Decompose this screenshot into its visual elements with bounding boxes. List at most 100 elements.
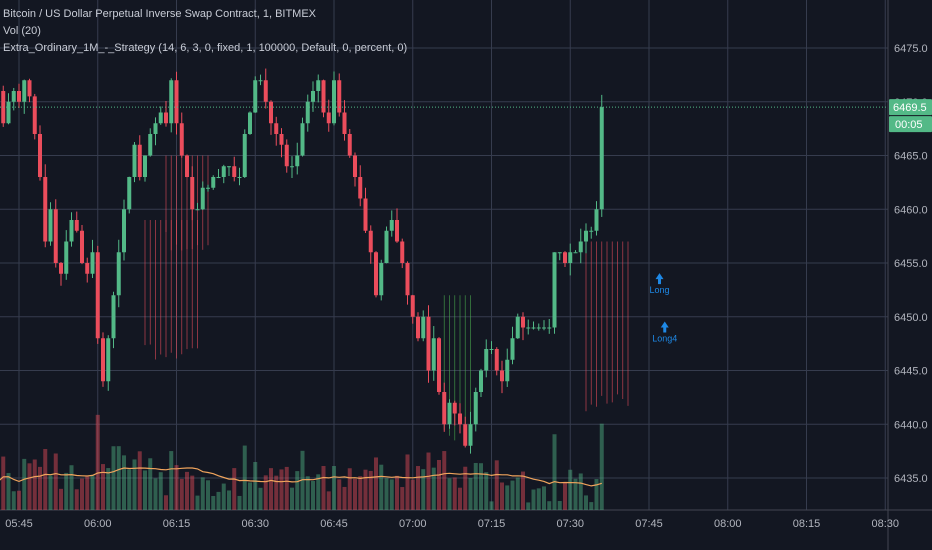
time-tick-label: 06:30: [241, 518, 269, 530]
volume-bar: [563, 483, 567, 510]
volume-bar: [237, 495, 242, 510]
volume-bar: [305, 476, 310, 510]
volume-bar: [17, 490, 21, 510]
time-tick-label: 06:15: [163, 518, 191, 530]
time-tick-label: 07:30: [556, 518, 584, 530]
volume-bar: [416, 466, 420, 510]
candlestick-series: [1, 68, 604, 454]
volume-bar: [290, 487, 294, 510]
volume-bar: [347, 468, 352, 510]
candle-body: [158, 112, 163, 124]
volume-bar: [505, 485, 510, 510]
long-arrow-icon: [655, 273, 664, 285]
price-tick-label: 6435.0: [894, 473, 928, 485]
volume-bar: [400, 487, 405, 510]
candle-body: [536, 327, 541, 329]
volume-bar: [494, 460, 499, 510]
candle-body: [305, 101, 310, 124]
time-tick-label: 06:00: [84, 518, 112, 530]
volume-bar: [573, 478, 578, 510]
volume-bar: [164, 495, 168, 510]
candle-body: [500, 370, 504, 382]
volume-bar: [584, 495, 588, 510]
candle-body: [468, 424, 473, 446]
candle-body: [400, 241, 405, 263]
candle-body: [269, 101, 273, 124]
candle-body: [90, 252, 95, 274]
volume-bar: [227, 490, 231, 510]
volume-bar: [48, 475, 53, 510]
candle-body: [48, 209, 53, 242]
volume-bar: [101, 464, 105, 510]
volume-bar: [111, 446, 116, 510]
volume-bar: [137, 451, 142, 510]
candle-body: [59, 263, 63, 274]
time-tick-label: 05:45: [5, 518, 33, 530]
candle-body: [353, 155, 357, 177]
volume-bar: [484, 472, 489, 510]
volume-bar: [27, 463, 32, 510]
volume-bar: [253, 461, 258, 510]
candle-body: [489, 349, 494, 350]
volume-bar: [353, 478, 357, 510]
volume-bar: [22, 458, 27, 510]
volume-bar: [295, 471, 300, 510]
candle-body: [274, 123, 279, 134]
volume-bar: [384, 478, 389, 510]
candle-body: [101, 338, 105, 382]
strategy-indicator-title[interactable]: Extra_Ordinary_1M_-_Strategy (14, 6, 3, …: [3, 42, 408, 54]
volume-bar: [479, 463, 483, 510]
candle-body: [521, 316, 525, 328]
volume-bar: [148, 458, 153, 510]
volume-bar: [185, 471, 189, 510]
candle-body: [552, 252, 557, 328]
volume-bar: [263, 475, 268, 510]
candle-body: [11, 91, 16, 102]
candle-body: [111, 295, 116, 339]
time-axis[interactable]: 05:45 06:00 06:15 06:30 06:45 07:00 07:15 07:30…: [5, 518, 932, 530]
candle-body: [38, 134, 42, 177]
volume-bar: [221, 483, 226, 510]
volume-moving-average: [0, 467, 602, 487]
candle-body: [578, 241, 583, 253]
volume-bar: [74, 489, 79, 510]
volume-bar: [90, 474, 95, 510]
volume-bar: [80, 478, 84, 510]
volume-indicator-title[interactable]: Vol (20): [3, 25, 41, 37]
signal-label: Long4: [652, 334, 677, 344]
volume-bar: [321, 465, 326, 510]
volume-bar: [447, 478, 452, 510]
candle-body: [389, 220, 394, 231]
volume-bar: [405, 454, 410, 510]
candle-body: [426, 316, 431, 371]
candle-body: [190, 177, 195, 210]
volume-bar: [342, 486, 347, 510]
volume-bars: [1, 414, 604, 510]
volume-bar: [127, 469, 132, 510]
volume-bar: [38, 466, 42, 510]
candle-body: [526, 327, 531, 329]
symbol-title[interactable]: Bitcoin / US Dollar Perpetual Inverse Sw…: [3, 8, 317, 20]
chart-legend: Bitcoin / US Dollar Perpetual Inverse Sw…: [3, 6, 407, 57]
candle-body: [589, 230, 594, 232]
volume-bar: [143, 470, 147, 510]
candle-body: [216, 177, 221, 178]
candle-body: [347, 134, 352, 156]
volume-bar: [95, 414, 100, 510]
volume-bar: [242, 445, 247, 510]
candle-body: [32, 96, 37, 134]
volume-bar: [426, 452, 431, 510]
volume-bar: [368, 470, 373, 510]
volume-bar: [510, 480, 515, 510]
candle-body: [242, 134, 247, 177]
volume-bar: [332, 465, 336, 510]
volume-bar: [463, 466, 468, 510]
candle-body: [253, 80, 258, 113]
time-tick-label: 08:15: [793, 518, 821, 530]
volume-bar: [190, 475, 195, 510]
candle-body: [300, 123, 305, 156]
volume-bar: [515, 477, 520, 510]
volume-bar: [431, 467, 436, 510]
volume-bar: [69, 465, 74, 510]
